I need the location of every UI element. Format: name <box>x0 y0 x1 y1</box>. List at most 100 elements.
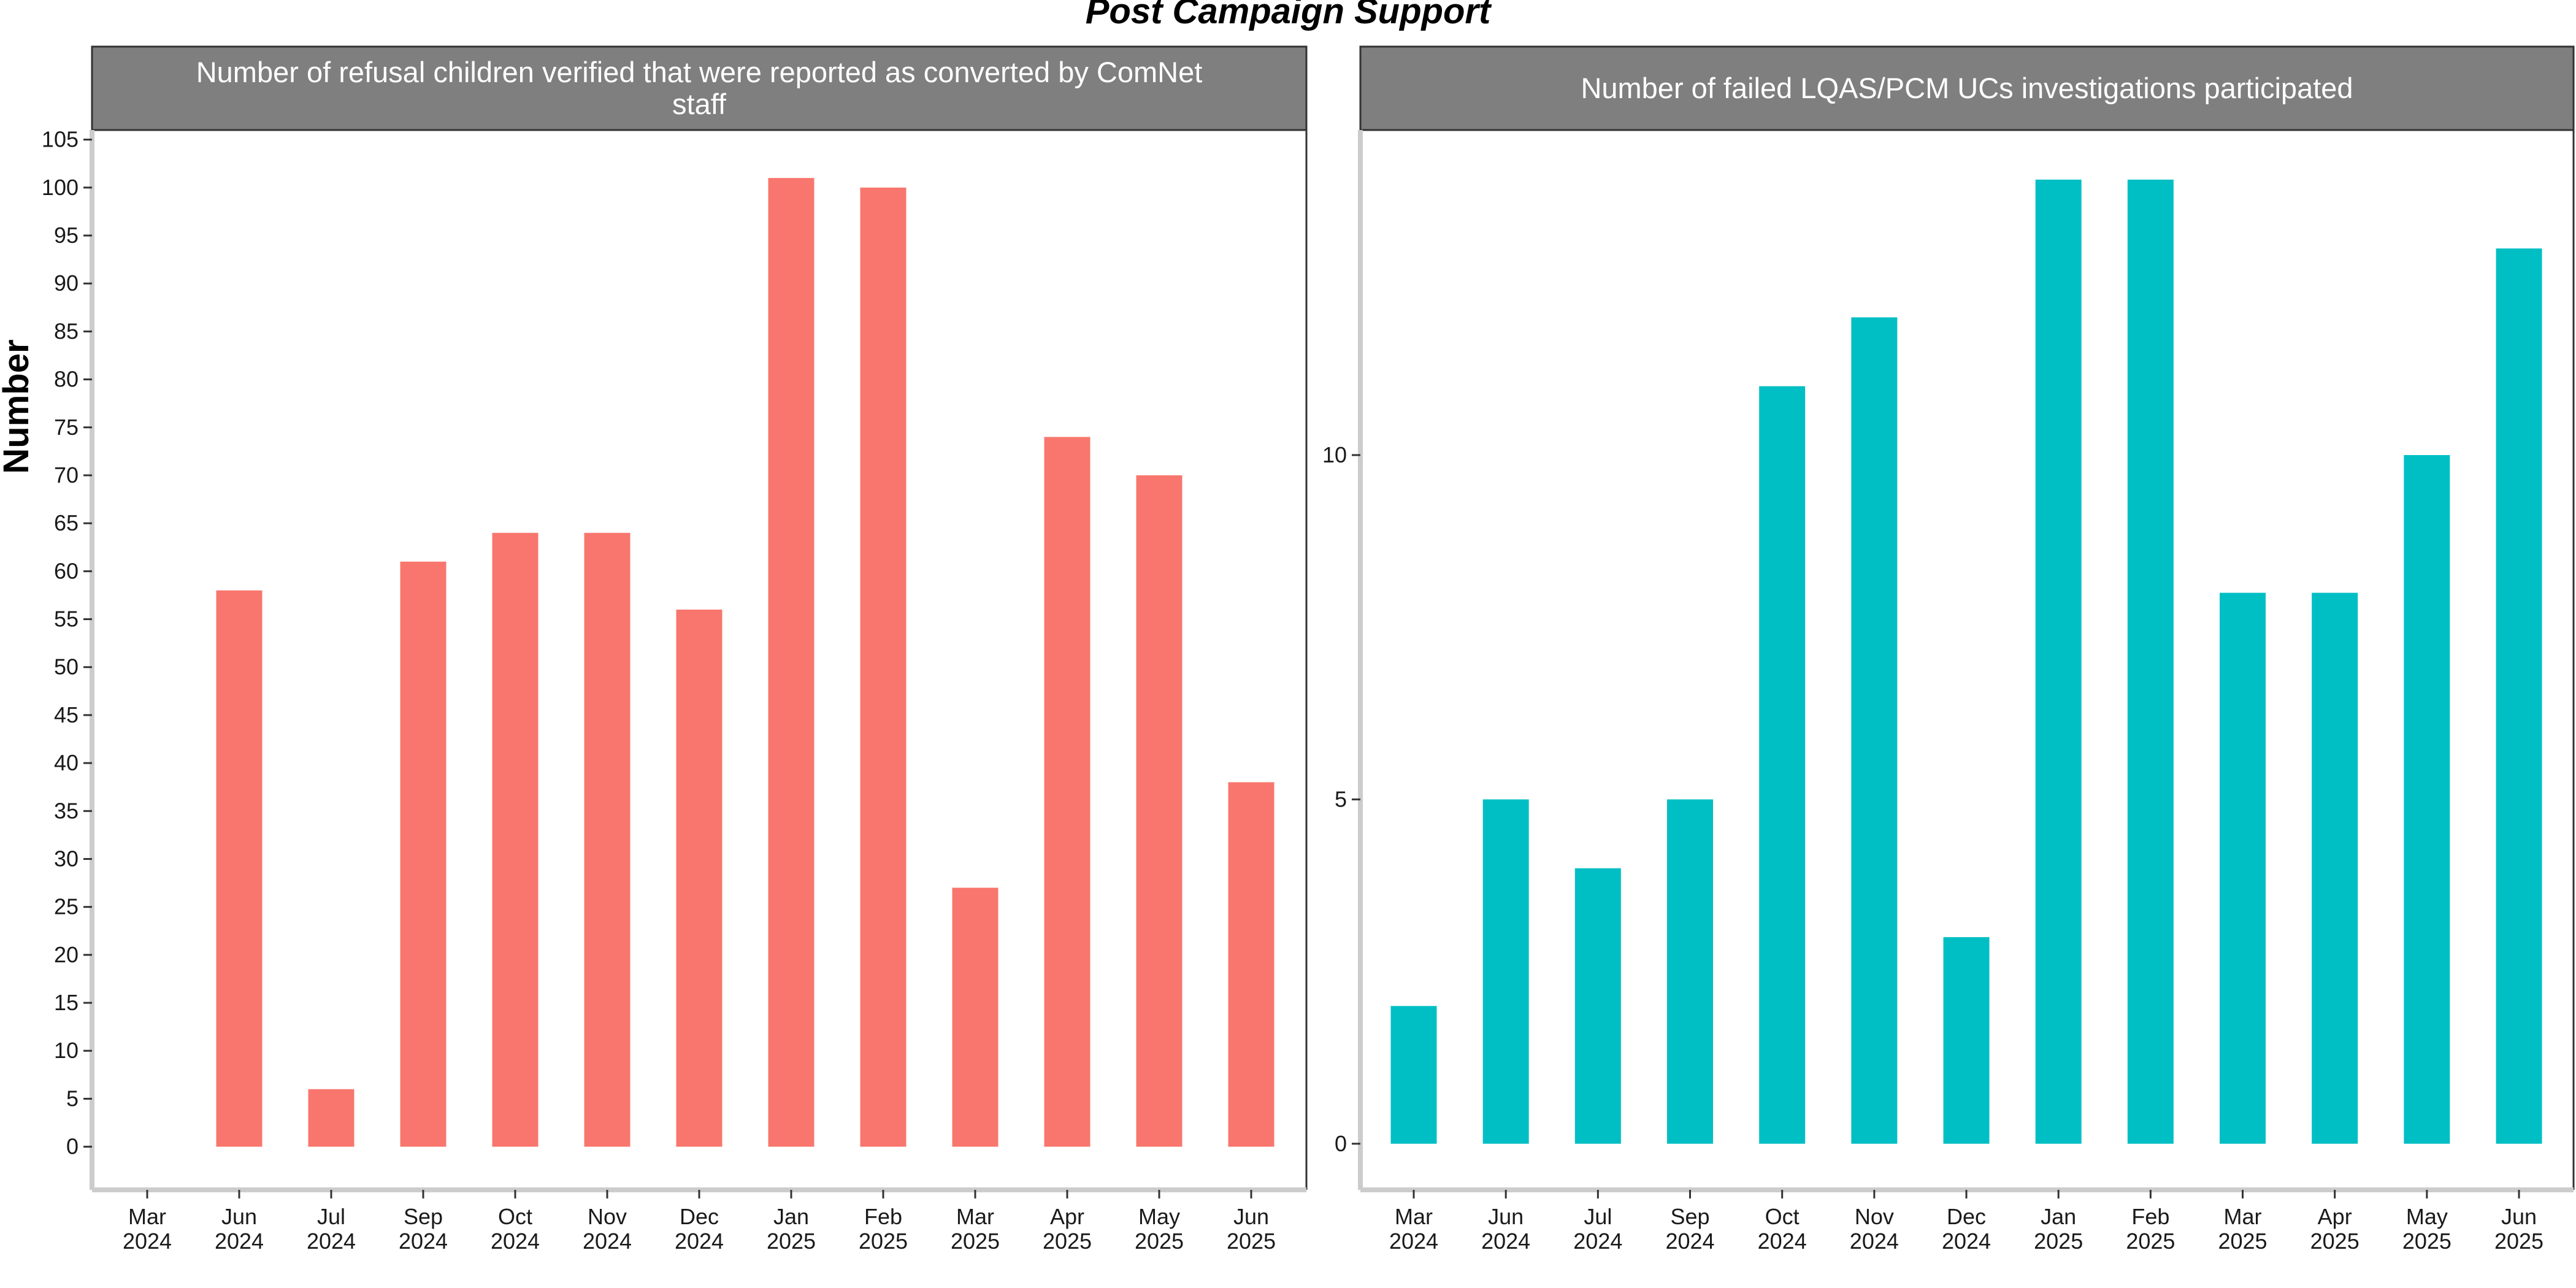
x-tick-label: 2025 <box>1135 1229 1184 1254</box>
panel-title-line: Number of failed LQAS/PCM UCs investigat… <box>1581 72 2353 104</box>
x-tick-label: Jun <box>2501 1204 2537 1229</box>
x-tick-label: Mar <box>128 1204 166 1229</box>
bar <box>1851 317 1898 1144</box>
y-tick-label: 70 <box>54 462 79 488</box>
x-tick-label: 2024 <box>1942 1229 1991 1254</box>
y-tick-label: 90 <box>54 270 79 296</box>
bar <box>860 187 907 1147</box>
bar <box>2404 454 2450 1144</box>
bar <box>2312 592 2358 1144</box>
bar <box>1136 475 1183 1147</box>
x-tick-label: 2025 <box>1227 1229 1276 1254</box>
bar <box>1228 782 1275 1147</box>
x-tick-label: 2024 <box>491 1229 540 1254</box>
x-tick-label: Jul <box>1584 1204 1612 1229</box>
y-tick-label: 40 <box>54 750 79 775</box>
y-tick-label: 45 <box>54 702 79 727</box>
bar <box>1482 799 1529 1144</box>
y-tick-label: 85 <box>54 318 79 343</box>
panel-refusal-children: Number of refusal children verified that… <box>42 45 1308 1254</box>
x-tick-label: 2024 <box>1665 1229 1714 1254</box>
x-tick-label: 2025 <box>2494 1229 2543 1254</box>
y-tick-label: 0 <box>66 1134 79 1159</box>
y-tick-label: 25 <box>54 894 79 919</box>
bar <box>308 1089 355 1147</box>
x-tick-label: 2025 <box>951 1229 1000 1254</box>
x-tick-label: Mar <box>2224 1204 2262 1229</box>
x-tick-label: 2024 <box>215 1229 264 1254</box>
x-tick-label: 2024 <box>307 1229 356 1254</box>
x-tick-label: Jan <box>2041 1204 2076 1229</box>
bar <box>216 590 263 1147</box>
panel-title-line: staff <box>672 88 727 120</box>
x-tick-label: 2024 <box>123 1229 172 1254</box>
bar <box>2035 179 2082 1144</box>
panel-strip <box>1359 45 2575 131</box>
y-tick-label: 35 <box>54 798 79 823</box>
x-tick-label: Nov <box>1855 1204 1894 1229</box>
panel-strip <box>91 45 1308 131</box>
y-tick-label: 20 <box>54 942 79 967</box>
x-tick-label: Feb <box>2131 1204 2169 1229</box>
chart-title: Post Campaign Support <box>1086 0 1492 31</box>
bar <box>2127 179 2174 1144</box>
x-tick-label: 2024 <box>1850 1229 1899 1254</box>
bar <box>952 887 999 1147</box>
x-tick-label: Mar <box>956 1204 994 1229</box>
y-tick-label: 60 <box>54 558 79 583</box>
y-tick-label: 5 <box>66 1086 79 1111</box>
bar <box>1943 937 1990 1144</box>
x-tick-label: 2025 <box>859 1229 908 1254</box>
x-tick-label: Oct <box>1765 1204 1800 1229</box>
y-tick-label: 0 <box>1335 1131 1347 1156</box>
y-tick-label: 75 <box>54 415 79 440</box>
x-tick-label: 2025 <box>2126 1229 2175 1254</box>
y-tick-label: 105 <box>42 127 79 152</box>
y-tick-label: 55 <box>54 607 79 632</box>
bar <box>1044 437 1091 1147</box>
panel-failed-lqas-pcm: Number of failed LQAS/PCM UCs investigat… <box>1322 45 2575 1254</box>
y-tick-label: 100 <box>42 175 79 200</box>
x-tick-label: Apr <box>2318 1204 2352 1229</box>
y-tick-label: 30 <box>54 846 79 871</box>
x-tick-label: May <box>2406 1204 2448 1229</box>
x-tick-label: 2024 <box>675 1229 724 1254</box>
x-tick-label: Jun <box>1233 1204 1269 1229</box>
x-tick-label: 2025 <box>2034 1229 2083 1254</box>
y-tick-label: 80 <box>54 367 79 392</box>
x-tick-label: 2025 <box>2218 1229 2267 1254</box>
x-tick-label: 2024 <box>399 1229 448 1254</box>
bar <box>2496 248 2542 1144</box>
bar <box>584 532 631 1147</box>
y-tick-label: 15 <box>54 990 79 1015</box>
bar <box>1390 1006 1437 1144</box>
x-tick-label: 2024 <box>1481 1229 1530 1254</box>
y-tick-label: 50 <box>54 654 79 680</box>
x-tick-label: Jun <box>221 1204 257 1229</box>
x-tick-label: Jan <box>773 1204 809 1229</box>
x-tick-label: 2025 <box>1043 1229 1092 1254</box>
x-tick-label: 2024 <box>1389 1229 1438 1254</box>
x-tick-label: 2025 <box>2310 1229 2359 1254</box>
bar <box>1759 386 1806 1144</box>
bar <box>492 532 539 1147</box>
bar <box>2220 592 2266 1144</box>
bar <box>1667 799 1714 1144</box>
bar <box>400 561 447 1147</box>
panel-title-line: Number of refusal children verified that… <box>196 56 1203 88</box>
y-axis-label: Number <box>0 339 36 473</box>
bar <box>768 178 815 1147</box>
x-tick-label: 2025 <box>767 1229 816 1254</box>
y-tick-label: 65 <box>54 510 79 535</box>
x-tick-label: Sep <box>1670 1204 1709 1229</box>
y-tick-label: 5 <box>1335 786 1347 811</box>
x-tick-label: Mar <box>1395 1204 1433 1229</box>
bar <box>1574 868 1621 1144</box>
x-tick-label: 2024 <box>1573 1229 1622 1254</box>
x-tick-label: 2024 <box>583 1229 632 1254</box>
x-tick-label: Jun <box>1488 1204 1524 1229</box>
x-tick-label: Nov <box>588 1204 627 1229</box>
y-tick-label: 10 <box>1322 442 1347 467</box>
y-tick-label: 10 <box>54 1038 79 1063</box>
